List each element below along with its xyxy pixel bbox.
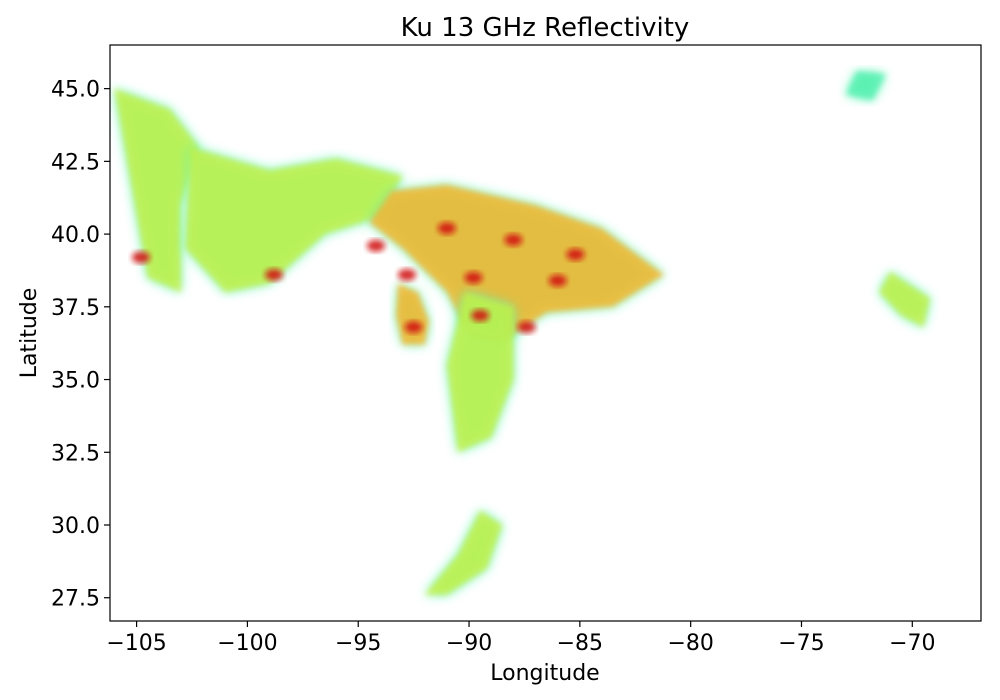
- y-tick-label: 37.5: [51, 296, 100, 321]
- precip-core-ozarks-cell: [395, 283, 430, 345]
- y-tick-label: 45.0: [51, 78, 100, 103]
- x-tick-label: −75: [778, 631, 824, 656]
- y-tick-label: 40.0: [51, 223, 100, 248]
- precip-core-gulf-coast-cells: [424, 510, 503, 595]
- precip-core-northeast-cells: [845, 71, 886, 101]
- y-axis: 27.5 30.0 32.5 35.0 37.5 40.0 42.5 45.0: [51, 78, 110, 612]
- max-cell-4: [464, 271, 483, 284]
- x-tick-label: −90: [446, 631, 492, 656]
- y-tick-label: 27.5: [51, 587, 100, 612]
- plot-area: [114, 71, 930, 595]
- y-tick-label: 42.5: [51, 150, 100, 175]
- max-cell-1: [397, 268, 416, 281]
- max-cell-5: [504, 233, 523, 246]
- y-tick-label: 30.0: [51, 514, 100, 539]
- plot-frame: [109, 44, 982, 622]
- x-tick-label: −80: [667, 631, 713, 656]
- max-cell-8: [132, 251, 151, 264]
- precip-core-new-england-cells: [879, 271, 930, 328]
- x-tick-label: −70: [889, 631, 935, 656]
- precip-core-northwest-band: [114, 88, 199, 293]
- max-cell-2: [404, 321, 423, 334]
- x-tick-label: −100: [217, 631, 277, 656]
- max-cell-6: [548, 274, 567, 287]
- precip-core-mississippi-valley: [446, 292, 514, 453]
- max-cell-11: [517, 321, 536, 334]
- max-cell-0: [366, 239, 385, 252]
- max-cell-9: [265, 268, 284, 281]
- precip-regions: [114, 71, 930, 595]
- x-axis-title: Longitude: [490, 661, 599, 686]
- max-cell-7: [566, 248, 585, 261]
- chart-title: Ku 13 GHz Reflectivity: [401, 13, 690, 43]
- max-cell-3: [437, 222, 456, 235]
- x-tick-label: −95: [335, 631, 381, 656]
- y-axis-title: Latitude: [17, 288, 42, 379]
- max-cell-10: [471, 309, 490, 322]
- x-tick-label: −105: [106, 631, 166, 656]
- max-reflectivity-cells: [132, 222, 585, 334]
- y-tick-label: 32.5: [51, 441, 100, 466]
- y-tick-label: 35.0: [51, 369, 100, 394]
- precip-core-central-plains: [185, 146, 403, 293]
- x-axis: −105 −100 −95 −90 −85 −80 −75 −70: [106, 621, 936, 656]
- x-tick-label: −85: [557, 631, 603, 656]
